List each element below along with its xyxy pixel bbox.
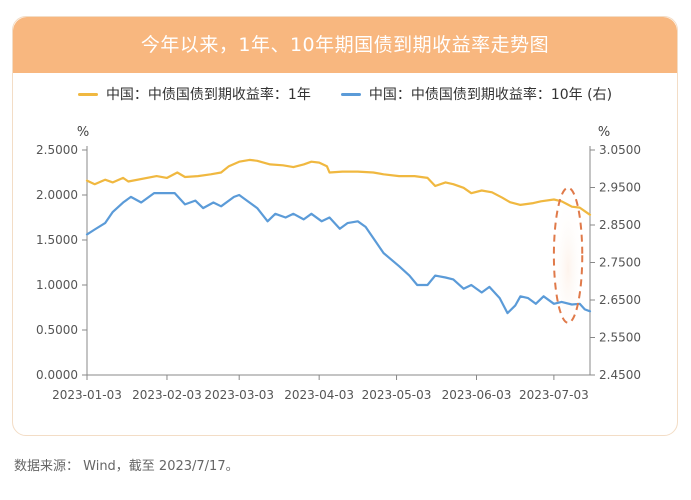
x-tick-label: 2023-05-03 bbox=[362, 388, 432, 402]
series-line-1y bbox=[85, 158, 592, 216]
x-tick-label: 2023-06-03 bbox=[442, 388, 512, 402]
x-tick-label: 2023-07-03 bbox=[519, 388, 589, 402]
x-tick-label: 2023-03-03 bbox=[204, 388, 274, 402]
title-banner bbox=[13, 17, 677, 73]
legend-label-1y: 中国：中债国债到期收益率：1年 bbox=[105, 87, 311, 103]
legend-swatch-1y bbox=[77, 92, 98, 96]
right-y-tick-label: 2.8500 bbox=[599, 218, 641, 232]
left-y-tick-label: 0.5000 bbox=[36, 323, 78, 337]
left-y-tick-label: 1.5000 bbox=[36, 233, 78, 247]
chart-title: 今年以来，1年、10年期国债到期收益率走势图 bbox=[140, 34, 550, 56]
x-tick-label: 2023-04-03 bbox=[284, 388, 354, 402]
right-y-tick-label: 2.6500 bbox=[599, 293, 641, 307]
left-y-tick-label: 0.0000 bbox=[36, 368, 78, 382]
left-y-unit: % bbox=[77, 125, 89, 140]
x-tick-label: 2023-01-03 bbox=[52, 388, 122, 402]
legend-item-10y: 中国：中债国债到期收益率：10年 (右) bbox=[340, 84, 613, 104]
x-tick-label: 2023-02-03 bbox=[132, 388, 202, 402]
left-y-tick-label: 2.0000 bbox=[36, 188, 78, 202]
right-y-tick-label: 2.7500 bbox=[599, 256, 641, 270]
series-line-10y bbox=[85, 192, 592, 315]
legend-label-10y: 中国：中债国债到期收益率：10年 (右) bbox=[368, 87, 613, 103]
right-y-tick-label: 2.5500 bbox=[599, 331, 641, 345]
source-note: 数据来源： Wind，截至 2023/7/17。 bbox=[14, 459, 239, 474]
left-y-tick-label: 1.0000 bbox=[36, 278, 78, 292]
annotation-ellipse-fill bbox=[553, 187, 583, 323]
right-y-unit: % bbox=[598, 125, 610, 140]
annotation-ellipse bbox=[552, 186, 584, 324]
right-y-tick-label: 2.9500 bbox=[599, 181, 641, 195]
legend-swatch-10y bbox=[340, 92, 361, 96]
legend-item-1y: 中国：中债国债到期收益率：1年 bbox=[77, 84, 311, 104]
right-y-tick-label: 2.4500 bbox=[599, 368, 641, 382]
right-y-tick-label: 3.0500 bbox=[599, 143, 641, 157]
legend: 中国：中债国债到期收益率：1年 中国：中债国债到期收益率：10年 (右) bbox=[13, 79, 677, 109]
left-y-tick-label: 2.5000 bbox=[36, 143, 78, 157]
